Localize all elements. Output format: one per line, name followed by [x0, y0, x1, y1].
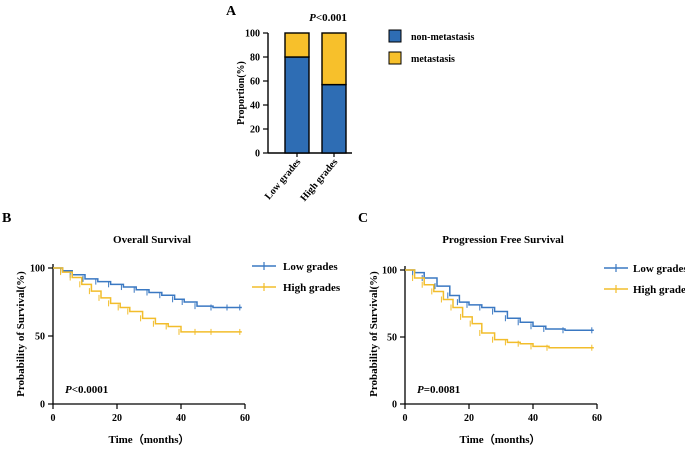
- panel-c-xtick-label-40: 40: [528, 413, 538, 424]
- panel-c: C Progression Free Survival Probability …: [358, 211, 685, 446]
- panel-a-bars: [284, 32, 347, 154]
- panel-a-ytick-label-80: 80: [250, 53, 260, 64]
- panel-b-xtick-label-0: 0: [51, 413, 56, 424]
- panel-a-ytick-label-0: 0: [255, 149, 260, 160]
- panel-c-ytick-label-0: 0: [392, 400, 397, 411]
- panel-c-ylabel: Probability of Survival(%): [368, 271, 380, 397]
- panel-c-ytick-label-50: 50: [387, 333, 397, 344]
- panel-b-curve-low-grades: [53, 267, 242, 309]
- panel-c-xtick-label-20: 20: [464, 413, 474, 424]
- panel-c-xtick-label-60: 60: [592, 413, 602, 424]
- bar-low-grades-non-metastasis: [284, 56, 310, 154]
- panel-b-xtick-label-40: 40: [176, 413, 186, 424]
- panel-b-ylabel: Probability of Survival(%): [15, 271, 27, 397]
- panel-a-legend: non-metastasis metastasis: [388, 29, 474, 65]
- bar-high-grades-non-metastasis: [321, 83, 347, 154]
- panel-b-pvalue: P<0.0001: [65, 384, 108, 396]
- panel-b-curves: [53, 267, 242, 335]
- legend-label-high-grades: High grades: [633, 284, 685, 296]
- panel-b-ytick-label-100: 100: [30, 264, 45, 275]
- panel-b-title: Overall Survival: [113, 234, 191, 246]
- panel-b-xtick-label-20: 20: [112, 413, 122, 424]
- panel-a-letter: A: [226, 4, 237, 19]
- panel-a-ytick-label-20: 20: [250, 125, 260, 136]
- panel-c-axes: 0 50 100 0 20 40 60: [382, 266, 602, 425]
- legend-swatch-non-metastasis: [388, 29, 402, 43]
- panel-c-xtick-label-0: 0: [403, 413, 408, 424]
- category-label-high-grades: High grades: [298, 157, 340, 204]
- legend-label-high-grades: High grades: [283, 282, 341, 294]
- panel-c-curve-high-grades: [405, 269, 594, 349]
- panel-a-ytick-label-40: 40: [250, 101, 260, 112]
- panel-b-letter: B: [2, 211, 11, 226]
- panel-c-title: Progression Free Survival: [442, 234, 564, 246]
- bar-low-grades-metastasis: [284, 32, 310, 58]
- panel-c-curves: [405, 269, 594, 351]
- panel-b-xlabel: Time（months）: [108, 433, 189, 446]
- panel-a-ytick-label-60: 60: [250, 77, 260, 88]
- legend-label-non-metastasis: non-metastasis: [411, 32, 474, 43]
- panel-c-letter: C: [358, 211, 368, 226]
- panel-c-curve-low-grades: [405, 269, 594, 332]
- panel-c-ytick-label-100: 100: [382, 266, 397, 277]
- legend-swatch-metastasis: [388, 51, 402, 65]
- panel-a-ytick-label-100: 100: [245, 29, 260, 40]
- legend-label-metastasis: metastasis: [411, 54, 455, 65]
- panel-b: B Overall Survival Probability of Surviv…: [2, 211, 341, 446]
- category-label-low-grades: Low grades: [263, 157, 303, 202]
- panel-c-legend: Low grades High grades: [604, 263, 685, 296]
- legend-label-low-grades: Low grades: [283, 261, 338, 273]
- panel-b-xtick-label-60: 60: [240, 413, 250, 424]
- panel-a: A P<0.001 Proportion(%) 0 20 40 60 80 100 Low …: [226, 4, 474, 204]
- panel-b-curve-high-grades: [53, 267, 242, 333]
- panel-b-ytick-label-0: 0: [40, 400, 45, 411]
- panel-c-xlabel: Time（months）: [459, 433, 540, 446]
- bar-high-grades-metastasis: [321, 32, 347, 86]
- panel-a-pvalue: P<0.001: [309, 12, 347, 24]
- panel-b-legend: Low grades High grades: [252, 261, 341, 294]
- panel-b-axes: 0 50 100 0 20 40 60: [30, 264, 250, 425]
- panel-b-ytick-label-50: 50: [35, 332, 45, 343]
- panel-a-ylabel: Proportion(%): [236, 61, 247, 125]
- panel-c-pvalue: P=0.0081: [417, 384, 460, 396]
- legend-label-low-grades: Low grades: [633, 263, 685, 275]
